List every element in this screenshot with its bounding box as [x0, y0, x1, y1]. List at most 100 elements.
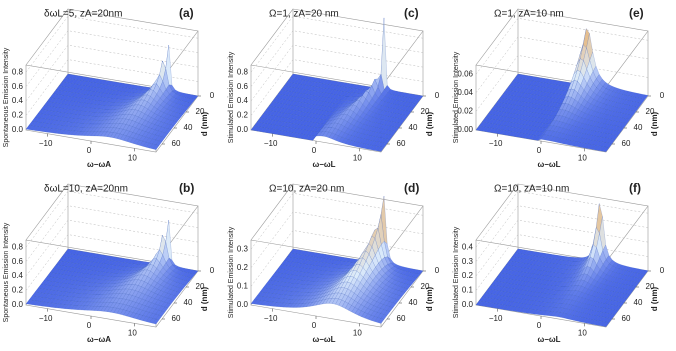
panel-title: Ω=1, zA=20 nm — [269, 9, 339, 20]
x-tick-label: 10 — [128, 328, 137, 337]
z-axis-label: Stimulated Emission Intensity — [453, 226, 460, 318]
x-axis-label: ω−ωL — [312, 335, 335, 344]
x-tick-label: 10 — [353, 153, 362, 162]
y-tick-label: 40 — [409, 123, 418, 132]
y-axis-label: d (nm) — [425, 286, 434, 311]
grid-line — [476, 191, 648, 247]
z-tick-label: 0.0 — [237, 125, 249, 134]
box-top — [476, 9, 648, 87]
box-top — [26, 9, 198, 87]
x-axis-label: ω−ωL — [537, 160, 560, 169]
grid-line — [251, 16, 423, 72]
z-tick-label: 0.2 — [462, 271, 474, 280]
y-tick-label: 40 — [184, 123, 193, 132]
z-tick-label: 0.6 — [237, 82, 249, 91]
x-tick-label: 0 — [312, 146, 317, 155]
panel-title: δωL=5, zA=20nm — [44, 9, 122, 20]
grid-line — [251, 31, 423, 87]
y-axis-label: d (nm) — [200, 286, 209, 311]
panel-label: (c) — [404, 6, 419, 20]
box-top — [476, 184, 648, 262]
panel: 0.00.20.40.60.8−100100204060ω−ωLd (nm)St… — [228, 6, 440, 169]
x-tick-label: 0 — [87, 146, 92, 155]
x-tick-label: 10 — [578, 153, 587, 162]
z-tick-label: 0.8 — [12, 67, 24, 76]
z-tick-label: 0.8 — [12, 242, 24, 251]
z-tick-label: 0.3 — [237, 244, 249, 253]
box-top — [251, 184, 423, 262]
panel-label: (d) — [404, 181, 419, 195]
grid-line — [26, 31, 198, 87]
y-tick-label: 60 — [172, 314, 181, 323]
panel-title: Ω=10, zA=10 nm — [494, 184, 569, 195]
x-axis-label: ω−ωA — [87, 335, 111, 344]
y-axis-label: d (nm) — [200, 111, 209, 136]
box-top — [26, 184, 198, 262]
y-tick-label: 60 — [622, 314, 631, 323]
grid-line — [476, 206, 648, 262]
panel: 0.00.20.40.60.8−100100204060ω−ωAd (nm)Sp… — [3, 181, 215, 344]
x-tick-label: −10 — [489, 314, 503, 323]
z-tick-label: 0.1 — [237, 282, 249, 291]
x-axis-label: ω−ωL — [537, 335, 560, 344]
x-tick-label: 0 — [537, 146, 542, 155]
z-tick-label: 0.4 — [237, 96, 249, 105]
z-axis-label: Spontaneous Emission Intensity — [3, 47, 10, 147]
y-tick-label: 0 — [210, 91, 215, 100]
grid-line — [26, 16, 198, 72]
y-axis-label: d (nm) — [650, 286, 659, 311]
y-tick-label: 60 — [172, 139, 181, 148]
x-tick-label: 0 — [87, 321, 92, 330]
y-tick-label: 60 — [397, 139, 406, 148]
y-axis-label: d (nm) — [425, 111, 434, 136]
z-axis-label: Stimulated Emission Intensity — [228, 226, 235, 318]
panel-label: (f) — [629, 181, 641, 195]
y-tick-label: 60 — [397, 314, 406, 323]
x-axis-label: ω−ωA — [87, 160, 111, 169]
z-tick-label: 0.8 — [237, 67, 249, 76]
z-tick-label: 0.4 — [12, 271, 24, 280]
x-tick-label: 0 — [312, 321, 317, 330]
y-tick-label: 0 — [660, 266, 665, 275]
z-tick-label: 0.4 — [462, 242, 474, 251]
y-tick-label: 0 — [210, 266, 215, 275]
panel-title: Ω=1, zA=10 nm — [494, 9, 564, 20]
y-tick-label: 0 — [435, 266, 440, 275]
z-tick-label: 0.0 — [462, 300, 474, 309]
z-axis-label: Stimulated Emission Intensity — [228, 51, 235, 143]
z-tick-label: 0.2 — [12, 111, 24, 120]
z-tick-label: 0.2 — [237, 263, 249, 272]
panel-label: (e) — [629, 6, 644, 20]
panel-title: δωL=10, zA=20nm — [44, 184, 128, 195]
panel: 0.00.20.40.60.8−100100204060ω−ωAd (nm)Sp… — [3, 6, 215, 169]
y-tick-label: 0 — [660, 91, 665, 100]
z-tick-label: 0.3 — [462, 257, 474, 266]
z-tick-label: 0.2 — [237, 111, 249, 120]
panel-label: (a) — [179, 6, 194, 20]
z-axis-label: Spontaneous Emission Intensity — [3, 222, 10, 322]
y-tick-label: 40 — [634, 298, 643, 307]
y-tick-label: 0 — [435, 91, 440, 100]
x-tick-label: −10 — [264, 314, 278, 323]
panel: 0.000.020.040.06−100100204060ω−ωLd (nm)S… — [453, 6, 665, 169]
y-tick-label: 40 — [409, 298, 418, 307]
x-axis-label: ω−ωL — [312, 160, 335, 169]
x-tick-label: 0 — [537, 321, 542, 330]
panel-label: (b) — [179, 181, 194, 195]
panel: 0.00.10.20.3−100100204060ω−ωLd (nm)Stimu… — [228, 181, 440, 344]
x-tick-label: −10 — [489, 139, 503, 148]
z-tick-label: 0.0 — [237, 300, 249, 309]
y-tick-label: 40 — [184, 298, 193, 307]
panel-title: Ω=10, zA=20 nm — [269, 184, 344, 195]
z-tick-label: 0.0 — [12, 300, 24, 309]
x-tick-label: −10 — [39, 314, 53, 323]
x-tick-label: −10 — [264, 139, 278, 148]
x-tick-label: 10 — [353, 328, 362, 337]
x-tick-label: −10 — [39, 139, 53, 148]
y-tick-label: 60 — [622, 139, 631, 148]
x-tick-label: 10 — [578, 328, 587, 337]
panel: 0.00.10.20.30.4−100100204060ω−ωLd (nm)St… — [453, 181, 665, 344]
z-tick-label: 0.6 — [12, 257, 24, 266]
z-tick-label: 0.1 — [462, 286, 474, 295]
